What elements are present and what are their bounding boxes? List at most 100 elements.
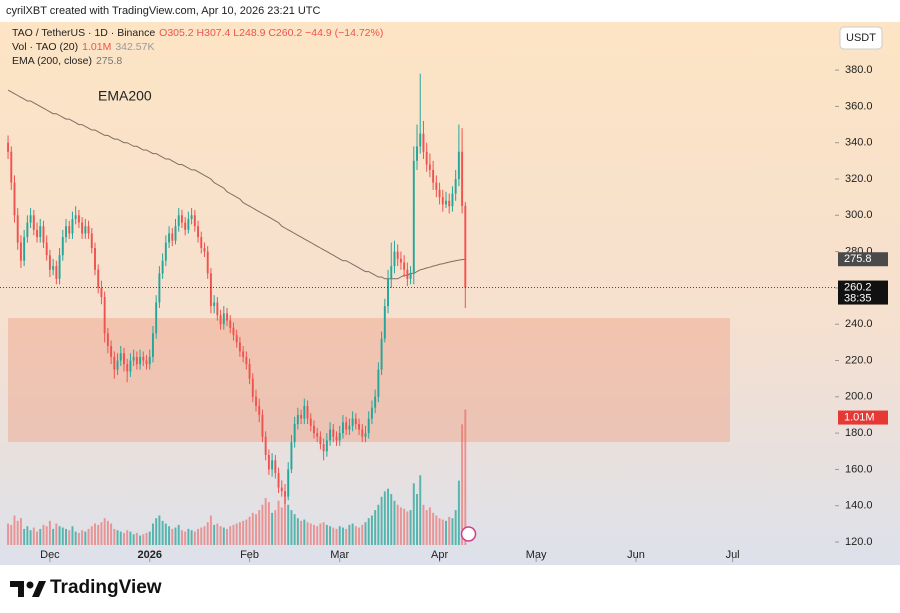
credit: cyrilXBT created with TradingView.com, A… bbox=[6, 5, 321, 17]
volume-bar bbox=[119, 531, 122, 545]
candle-body bbox=[374, 396, 377, 408]
x-tick-label: Jun bbox=[627, 549, 645, 561]
volume-bar bbox=[219, 526, 222, 545]
volume-bar bbox=[110, 523, 113, 545]
candle-body bbox=[151, 333, 154, 357]
volume-bar bbox=[432, 512, 435, 545]
candle-body bbox=[271, 460, 274, 470]
brand-logo bbox=[10, 581, 46, 597]
volume-bar bbox=[425, 510, 428, 545]
volume-bar bbox=[171, 528, 174, 545]
candle-body bbox=[168, 233, 171, 243]
volume-bar bbox=[267, 502, 270, 545]
x-tick-label: 2026 bbox=[137, 549, 161, 561]
volume-bar bbox=[77, 532, 80, 545]
candle-body bbox=[258, 405, 261, 415]
candle-body bbox=[77, 215, 80, 223]
candle-body bbox=[174, 226, 177, 241]
volume-bar bbox=[229, 526, 232, 545]
volume-bar bbox=[81, 530, 84, 545]
candle-body bbox=[290, 442, 293, 470]
volume-bar bbox=[103, 518, 106, 545]
candle-body bbox=[19, 242, 22, 261]
candle-body bbox=[103, 296, 106, 334]
candle-body bbox=[293, 424, 296, 443]
volume-bar bbox=[374, 510, 377, 545]
candle-body bbox=[213, 302, 216, 307]
volume-bar bbox=[42, 524, 45, 545]
candle-body bbox=[464, 205, 467, 288]
candle-body bbox=[419, 133, 422, 147]
y-tick-label: 120.0 bbox=[845, 536, 873, 548]
volume-bar bbox=[161, 520, 164, 545]
volume-bar bbox=[332, 527, 335, 545]
candle-body bbox=[251, 378, 254, 397]
y-tick-label: 340.0 bbox=[845, 137, 873, 149]
candle-body bbox=[164, 242, 167, 261]
candle-body bbox=[65, 226, 67, 238]
volume-bar bbox=[287, 504, 290, 545]
volume-bar bbox=[148, 531, 151, 545]
candle-body bbox=[267, 454, 270, 470]
volume-bar bbox=[145, 532, 148, 545]
volume-bar bbox=[255, 514, 257, 545]
volume-badge bbox=[838, 410, 888, 425]
candle-body bbox=[296, 414, 299, 425]
y-tick-label: 280.0 bbox=[845, 246, 873, 258]
candle-body bbox=[87, 226, 90, 234]
ohlc: O305.2 H307.4 L248.9 C260.2 −44.9 (−14.7… bbox=[159, 27, 384, 39]
volume-bar bbox=[403, 508, 406, 545]
volume-bar bbox=[274, 510, 277, 545]
volume-bar bbox=[74, 531, 77, 545]
candle-body bbox=[119, 353, 122, 361]
volume-bar bbox=[126, 530, 129, 545]
volume-bar bbox=[84, 531, 87, 545]
volume-bar bbox=[87, 528, 90, 545]
volume-bar bbox=[464, 409, 467, 545]
candle-body bbox=[197, 226, 200, 238]
volume-bar bbox=[322, 522, 325, 545]
candle-body bbox=[287, 469, 290, 497]
volume-bar bbox=[290, 510, 293, 545]
candle-body bbox=[45, 242, 48, 256]
candle-body bbox=[116, 360, 119, 370]
volume-bar bbox=[16, 520, 19, 545]
candle-body bbox=[190, 215, 193, 219]
candle-body bbox=[7, 142, 10, 152]
volume-bar bbox=[364, 522, 367, 545]
volume-bar bbox=[367, 518, 370, 545]
volume-bar bbox=[180, 530, 183, 545]
ema-line bbox=[7, 89, 466, 280]
candle-body bbox=[26, 222, 29, 238]
candle-body bbox=[435, 182, 438, 190]
volume-bar bbox=[155, 518, 158, 545]
y-tick-label: 240.0 bbox=[845, 318, 873, 330]
volume-bar bbox=[36, 531, 38, 545]
volume-bar bbox=[190, 530, 193, 545]
volume-bar bbox=[206, 522, 209, 545]
candle-body bbox=[248, 364, 251, 379]
volume-bar bbox=[177, 524, 180, 545]
volume-bar bbox=[61, 527, 64, 545]
volume-bar bbox=[213, 524, 216, 545]
volume-bar bbox=[187, 528, 190, 545]
candle-body bbox=[319, 436, 322, 445]
candle-body bbox=[94, 247, 96, 270]
volume-bar bbox=[58, 526, 61, 545]
volume-bar bbox=[416, 494, 418, 545]
candle-body bbox=[200, 237, 203, 248]
candle-body bbox=[222, 313, 225, 325]
legend-volume: Vol · TAO (20) 1.01M 342.57K bbox=[12, 41, 158, 53]
candle-body bbox=[226, 313, 228, 321]
currency-button[interactable] bbox=[839, 26, 883, 50]
candle-body bbox=[97, 269, 100, 288]
annotation: EMA200 bbox=[98, 88, 152, 104]
candle-body bbox=[180, 215, 183, 223]
candle-body bbox=[428, 164, 431, 170]
volume-bar bbox=[454, 510, 457, 545]
y-tick-label: 380.0 bbox=[845, 64, 873, 76]
currency[interactable]: USDT bbox=[846, 32, 876, 44]
ema-badge bbox=[838, 252, 888, 267]
volume-bar bbox=[132, 534, 135, 545]
candle-body bbox=[32, 215, 35, 230]
